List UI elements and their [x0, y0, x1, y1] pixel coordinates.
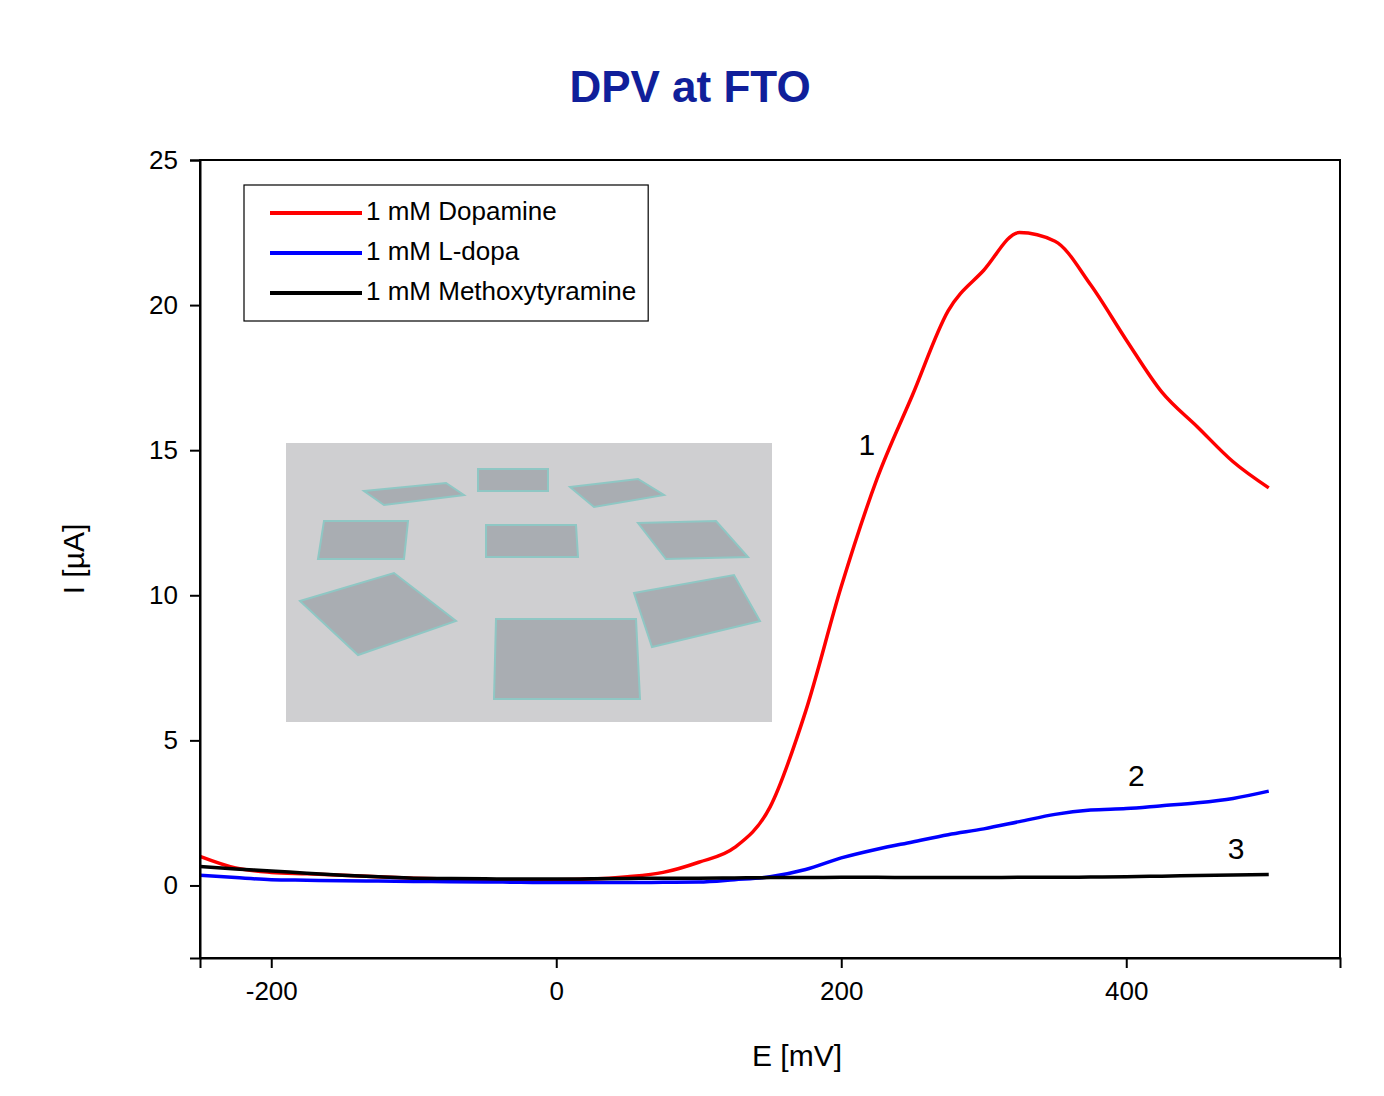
y-tick: 5: [164, 725, 200, 755]
annotation: 2: [1128, 759, 1145, 792]
tick-label: 20: [149, 290, 178, 320]
glass-slide: [300, 573, 456, 655]
glass-slide: [570, 479, 664, 507]
axis-line: [201, 959, 1341, 969]
tick-mark: [1126, 958, 1128, 968]
glass-slide: [364, 483, 464, 505]
annotation: 1: [859, 428, 876, 461]
axis-line: [190, 161, 201, 959]
tick-label: 0: [164, 870, 178, 900]
photo-background: [286, 443, 772, 722]
series-line: [200, 791, 1269, 882]
tick-mark: [190, 595, 200, 597]
x-tick: -200: [246, 958, 298, 1006]
y-axis-title: I [µA]: [57, 524, 90, 595]
chart-title: DPV at FTO: [569, 62, 810, 111]
x-tick: 200: [820, 958, 863, 1006]
chart: -200020040005101520251231 mM Dopamine1 m…: [0, 0, 1384, 1096]
legend-label: 1 mM L-dopa: [366, 236, 520, 266]
tick-label: 0: [550, 976, 564, 1006]
y-tick: 15: [149, 435, 200, 465]
glass-slide: [634, 575, 760, 647]
tick-label: 15: [149, 435, 178, 465]
legend-swatch: [270, 211, 362, 215]
y-tick: 10: [149, 580, 200, 610]
lines: [200, 233, 1269, 883]
tick-mark: [190, 885, 200, 887]
tick-label: 400: [1105, 976, 1148, 1006]
y-tick: 20: [149, 290, 200, 320]
legend: 1 mM Dopamine 1 mM L-dopa 1 mM Methoxytyra…: [244, 185, 648, 321]
tick-mark: [190, 450, 200, 452]
y-axis: 0 5 10 15 20 25: [149, 145, 200, 959]
x-tick: 0: [550, 958, 564, 1006]
legend-swatch: [270, 291, 362, 295]
legend-label: 1 mM Dopamine: [366, 196, 557, 226]
tick-mark: [271, 958, 273, 968]
series-line: [200, 233, 1269, 880]
glass-slide: [318, 521, 408, 559]
tick-mark: [190, 160, 200, 162]
series-line: [200, 867, 1269, 879]
x-axis-title: E [mV]: [752, 1039, 842, 1072]
x-axis: -200 0 200 400: [201, 958, 1341, 1006]
glass-slide: [638, 521, 748, 559]
annotation: 3: [1228, 832, 1245, 865]
tick-mark: [190, 740, 200, 742]
x-tick: 400: [1105, 958, 1148, 1006]
tick-mark: [556, 958, 558, 968]
photo-inset: [286, 443, 772, 722]
plot-frame: [200, 160, 1340, 958]
tick-label: 200: [820, 976, 863, 1006]
legend-swatch: [270, 251, 362, 255]
glass-slide: [486, 525, 578, 557]
y-tick: 0: [164, 870, 200, 900]
legend-label: 1 mM Methoxytyramine: [366, 276, 636, 306]
tick-label: 10: [149, 580, 178, 610]
legend-box: [244, 185, 648, 321]
tick-label: 5: [164, 725, 178, 755]
tick-label: 25: [149, 145, 178, 175]
tick-label: -200: [246, 976, 298, 1006]
glass-slide: [478, 469, 548, 491]
tick-mark: [190, 305, 200, 307]
tick-mark: [841, 958, 843, 968]
plot: -200020040005101520251231 mM Dopamine1 m…: [149, 145, 1340, 1007]
glass-slide: [494, 619, 640, 699]
y-tick: 25: [149, 145, 200, 175]
